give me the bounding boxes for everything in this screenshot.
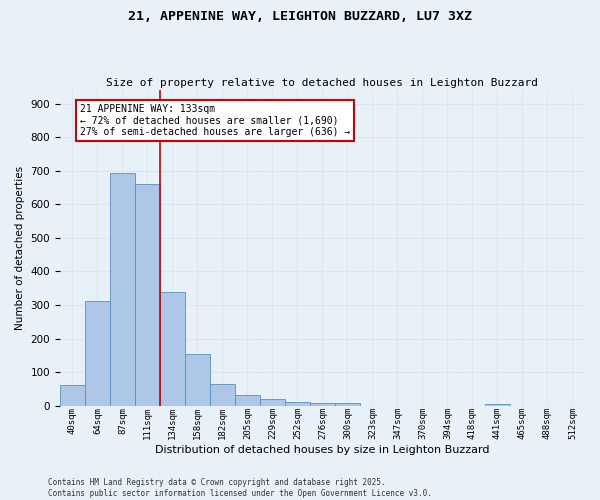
Text: 21, APPENINE WAY, LEIGHTON BUZZARD, LU7 3XZ: 21, APPENINE WAY, LEIGHTON BUZZARD, LU7 …	[128, 10, 472, 23]
Bar	[335, 403, 360, 406]
Text: 21 APPENINE WAY: 133sqm
← 72% of detached houses are smaller (1,690)
27% of semi: 21 APPENINE WAY: 133sqm ← 72% of detache…	[80, 104, 350, 137]
Text: Contains HM Land Registry data © Crown copyright and database right 2025.
Contai: Contains HM Land Registry data © Crown c…	[48, 478, 432, 498]
Bar	[85, 301, 110, 406]
Title: Size of property relative to detached houses in Leighton Buzzard: Size of property relative to detached ho…	[106, 78, 538, 88]
Bar	[135, 184, 160, 406]
Bar	[310, 403, 335, 406]
Bar	[110, 173, 135, 406]
Bar	[60, 385, 85, 406]
Y-axis label: Number of detached properties: Number of detached properties	[15, 166, 25, 330]
X-axis label: Distribution of detached houses by size in Leighton Buzzard: Distribution of detached houses by size …	[155, 445, 490, 455]
Bar	[160, 292, 185, 406]
Bar	[285, 402, 310, 406]
Bar	[185, 354, 210, 406]
Bar	[210, 384, 235, 406]
Bar	[485, 404, 510, 406]
Bar	[260, 399, 285, 406]
Bar	[235, 394, 260, 406]
